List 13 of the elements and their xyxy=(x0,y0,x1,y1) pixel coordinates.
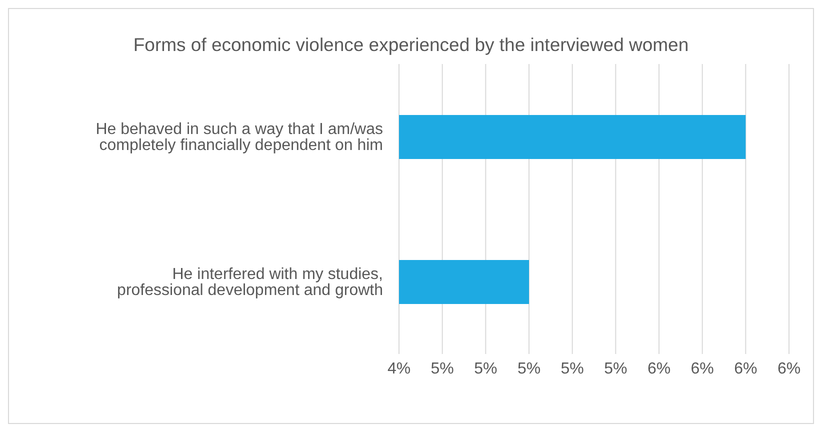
x-tick-label: 5% xyxy=(474,360,498,378)
chart-title: Forms of economic violence experienced by the interviewed women xyxy=(132,33,690,57)
x-tick-label: 6% xyxy=(734,360,758,378)
x-tick-label: 4% xyxy=(387,360,411,378)
x-tick-label: 5% xyxy=(430,360,454,378)
y-tick-label: He interfered with my studies, professional development and growth xyxy=(117,266,383,300)
x-tick-label: 5% xyxy=(560,360,584,378)
x-tick-label: 6% xyxy=(647,360,671,378)
x-tick-label: 5% xyxy=(517,360,541,378)
x-tick-label: 5% xyxy=(604,360,628,378)
y-tick-label: He behaved in such a way that I am/was completely financially dependent on him xyxy=(96,121,383,154)
x-tick-label: 6% xyxy=(777,360,801,378)
x-tick-label: 6% xyxy=(690,360,714,378)
